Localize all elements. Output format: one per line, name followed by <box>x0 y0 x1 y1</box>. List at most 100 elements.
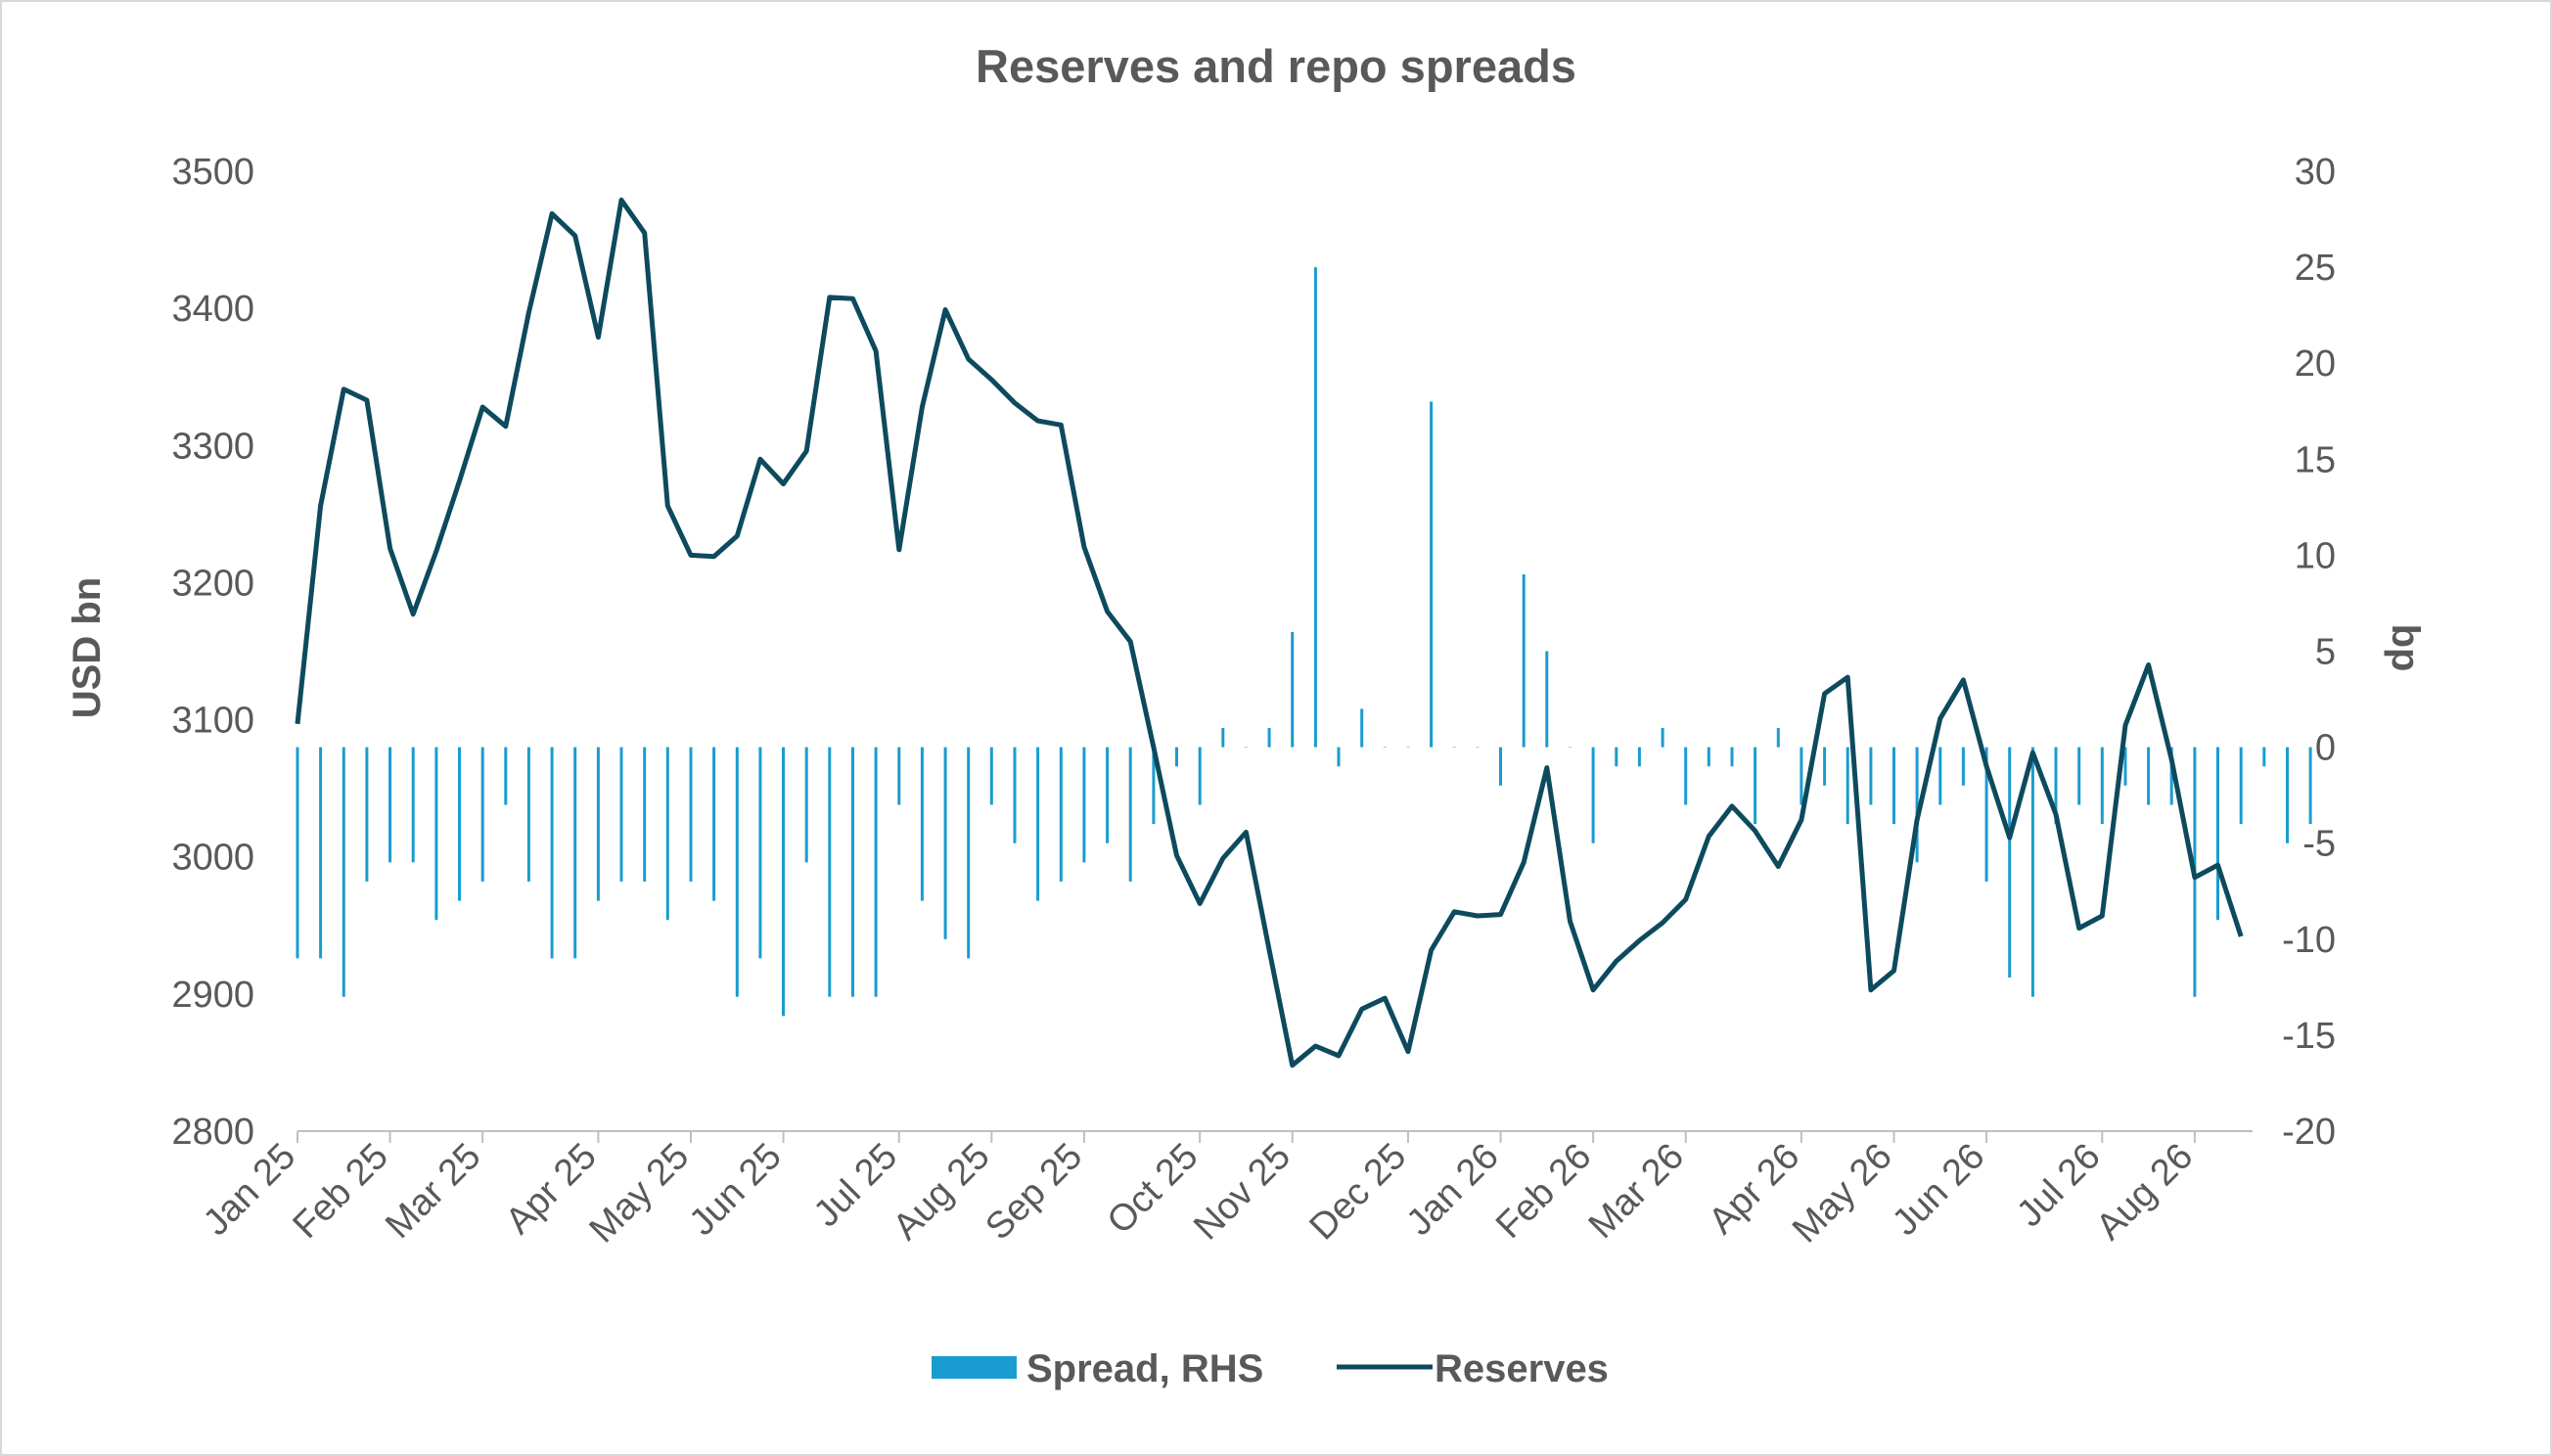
spread-bar <box>643 747 647 882</box>
spread-bar <box>319 747 323 959</box>
spread-bar <box>851 747 854 997</box>
y-left-tick-label: 3200 <box>171 563 254 604</box>
legend: Spread, RHS Reserves <box>932 1347 1609 1390</box>
spread-bar <box>342 747 345 997</box>
spread-bar <box>1267 728 1271 748</box>
y-left-tick-label: 3000 <box>171 838 254 879</box>
spread-bar <box>1800 747 1803 805</box>
spread-bar <box>1452 747 1456 749</box>
y-left-tick-label: 3500 <box>171 152 254 193</box>
spread-bar <box>1036 747 1040 901</box>
spread-bar <box>1152 747 1156 825</box>
spread-bar <box>1383 747 1387 749</box>
x-tick-label: May 25 <box>582 1136 698 1251</box>
spread-bar <box>2054 747 2058 825</box>
spread-bar <box>1776 728 1780 748</box>
y-right-tick-label: -10 <box>2282 920 2336 961</box>
spread-bar <box>1661 728 1664 748</box>
chart-title: Reserves and repo spreads <box>976 40 1576 92</box>
spread-bar <box>504 747 508 805</box>
x-tick-label: May 26 <box>1785 1136 1900 1251</box>
spread-bar <box>967 747 971 959</box>
x-tick-label: Feb 26 <box>1488 1136 1599 1247</box>
y-right-tick-label: 0 <box>2315 728 2336 769</box>
spread-bar <box>1984 747 1988 882</box>
spread-bar <box>1846 747 1849 825</box>
spread-bar <box>689 747 693 882</box>
spread-bar <box>1476 747 1480 749</box>
y-left-tick-label: 3400 <box>171 289 254 330</box>
y-right-tick-label: -20 <box>2282 1112 2336 1153</box>
spread-bar <box>573 747 577 959</box>
spread-bar <box>1591 747 1595 843</box>
y-left-axis-title: USD bn <box>66 577 109 718</box>
spread-bar <box>1106 747 1110 843</box>
x-tick-label: Feb 25 <box>286 1136 396 1247</box>
spread-bar <box>1430 401 1434 748</box>
spread-bar <box>1059 747 1063 882</box>
spread-bar <box>1730 747 1734 767</box>
y-right-tick-label: -5 <box>2302 824 2336 865</box>
spread-bar <box>434 747 438 921</box>
x-tick-label: Nov 25 <box>1186 1136 1299 1249</box>
spread-bar <box>943 747 947 939</box>
spread-bar <box>2216 747 2219 921</box>
spread-bar <box>1313 267 1317 748</box>
spread-bar <box>735 747 739 997</box>
legend-label-reserves: Reserves <box>1435 1347 1609 1390</box>
y-left-tick-label: 2900 <box>171 975 254 1016</box>
x-tick-label: Aug 26 <box>2088 1136 2201 1249</box>
legend-label-spread: Spread, RHS <box>1026 1347 1263 1390</box>
x-tick-label: Dec 25 <box>1302 1136 1415 1249</box>
spread-bar <box>365 747 369 882</box>
x-tick-label: Jun 26 <box>1885 1136 1992 1244</box>
x-tick-label: Sep 25 <box>978 1136 1090 1249</box>
y-right-tick-label: 15 <box>2295 439 2336 480</box>
spread-bar <box>1892 747 1895 825</box>
spread-bar <box>804 747 808 863</box>
x-tick-label: Oct 25 <box>1100 1136 1207 1243</box>
spread-bar <box>2262 747 2266 767</box>
x-tick-label: Jan 26 <box>1398 1136 1506 1244</box>
spread-bar <box>2077 747 2081 805</box>
spread-bar <box>2030 747 2034 997</box>
spread-bar <box>1244 747 1248 749</box>
spread-bar <box>665 747 669 921</box>
spread-bar <box>1684 747 1688 805</box>
y-left-tick-labels: 3500 3400 3300 3200 3100 3000 2900 2800 <box>171 152 254 1153</box>
spread-bar <box>596 747 600 901</box>
spread-bar <box>1915 747 1919 863</box>
spread-bar <box>1869 747 1873 805</box>
spread-bar <box>1637 747 1641 767</box>
spread-bar <box>1221 728 1225 748</box>
spread-bar <box>1082 747 1086 863</box>
spread-bar <box>2308 747 2312 825</box>
spread-bar <box>619 747 623 882</box>
spread-bar <box>388 747 392 863</box>
spread-bar <box>1406 747 1410 749</box>
reserves-line <box>295 197 2244 1069</box>
y-left-tick-label: 3100 <box>171 701 254 742</box>
x-tick-label: Mar 26 <box>1581 1136 1692 1247</box>
spread-bars <box>296 267 2312 1017</box>
x-tick-label: Aug 25 <box>886 1136 998 1249</box>
y-right-tick-label: 5 <box>2315 632 2336 673</box>
reserves-line-group <box>295 197 2244 1069</box>
spread-bar <box>2100 747 2104 825</box>
x-tick-label: Mar 25 <box>378 1136 488 1247</box>
spread-bar <box>1961 747 1965 786</box>
spread-bar <box>1128 747 1132 882</box>
spread-bar <box>782 747 785 1017</box>
x-tick-label: Jun 25 <box>681 1136 789 1244</box>
spread-bar <box>2286 747 2289 843</box>
spread-bar <box>1545 651 1549 748</box>
spread-bar <box>550 747 554 959</box>
spread-bar <box>920 747 924 901</box>
spread-bar <box>2239 747 2243 825</box>
y-right-tick-label: 30 <box>2295 152 2336 193</box>
spread-bar <box>1615 747 1618 767</box>
spread-bar <box>480 747 484 882</box>
spread-bar <box>758 747 762 959</box>
